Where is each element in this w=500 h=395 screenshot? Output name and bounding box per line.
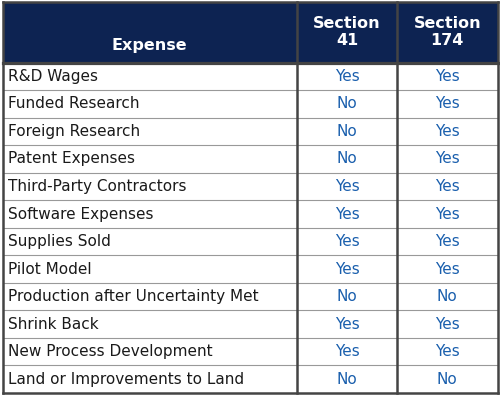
Text: Shrink Back: Shrink Back [8,317,99,332]
Bar [397,2,498,62]
Text: Expense: Expense [112,38,188,53]
Text: Yes: Yes [334,179,359,194]
Bar [297,145,397,173]
Text: No: No [336,372,357,387]
Text: Production after Uncertainty Met: Production after Uncertainty Met [8,289,259,304]
Text: Yes: Yes [334,207,359,222]
Text: Third-Party Contractors: Third-Party Contractors [8,179,187,194]
Bar [297,118,397,145]
Bar [297,310,397,338]
Bar [297,62,397,90]
Text: Yes: Yes [334,344,359,359]
Text: Yes: Yes [435,317,460,332]
Bar [2,2,297,62]
Text: Yes: Yes [334,234,359,249]
Text: Funded Research: Funded Research [8,96,140,111]
Bar [2,200,297,228]
Text: Land or Improvements to Land: Land or Improvements to Land [8,372,244,387]
Text: No: No [336,96,357,111]
Bar [397,200,498,228]
Bar [397,365,498,393]
Bar [2,283,297,310]
Bar [297,90,397,118]
Text: No: No [336,151,357,166]
Bar [2,255,297,283]
Text: No: No [336,124,357,139]
Text: No: No [437,372,458,387]
Bar [297,173,397,200]
Text: Software Expenses: Software Expenses [8,207,154,222]
Text: Yes: Yes [435,96,460,111]
Bar [397,90,498,118]
Text: Pilot Model: Pilot Model [8,261,92,276]
Text: No: No [336,289,357,304]
Bar [397,118,498,145]
Bar [397,310,498,338]
Text: Section
174: Section 174 [414,16,481,49]
Bar [297,255,397,283]
Bar [297,283,397,310]
Text: Yes: Yes [435,261,460,276]
Text: New Process Development: New Process Development [8,344,213,359]
Text: Yes: Yes [334,317,359,332]
Text: Yes: Yes [435,207,460,222]
Bar [2,62,297,90]
Text: R&D Wages: R&D Wages [8,69,98,84]
Text: Yes: Yes [435,69,460,84]
Text: Patent Expenses: Patent Expenses [8,151,136,166]
Bar [2,365,297,393]
Bar [2,310,297,338]
Bar [297,338,397,365]
Bar [297,200,397,228]
Bar [2,173,297,200]
Bar [397,62,498,90]
Text: Section
41: Section 41 [313,16,381,49]
Bar [397,255,498,283]
Text: Yes: Yes [435,234,460,249]
Bar [2,118,297,145]
Text: Yes: Yes [334,261,359,276]
Text: Yes: Yes [435,124,460,139]
Text: Foreign Research: Foreign Research [8,124,140,139]
Bar [2,338,297,365]
Text: Yes: Yes [435,179,460,194]
Bar [397,338,498,365]
Text: Yes: Yes [435,344,460,359]
Text: Supplies Sold: Supplies Sold [8,234,112,249]
Text: Yes: Yes [334,69,359,84]
Bar [397,145,498,173]
Bar [2,228,297,255]
Text: Yes: Yes [435,151,460,166]
Bar [397,173,498,200]
Bar [397,283,498,310]
Text: No: No [437,289,458,304]
Bar [2,90,297,118]
Bar [297,2,397,62]
Bar [297,365,397,393]
Bar [297,228,397,255]
Bar [2,145,297,173]
Bar [397,228,498,255]
